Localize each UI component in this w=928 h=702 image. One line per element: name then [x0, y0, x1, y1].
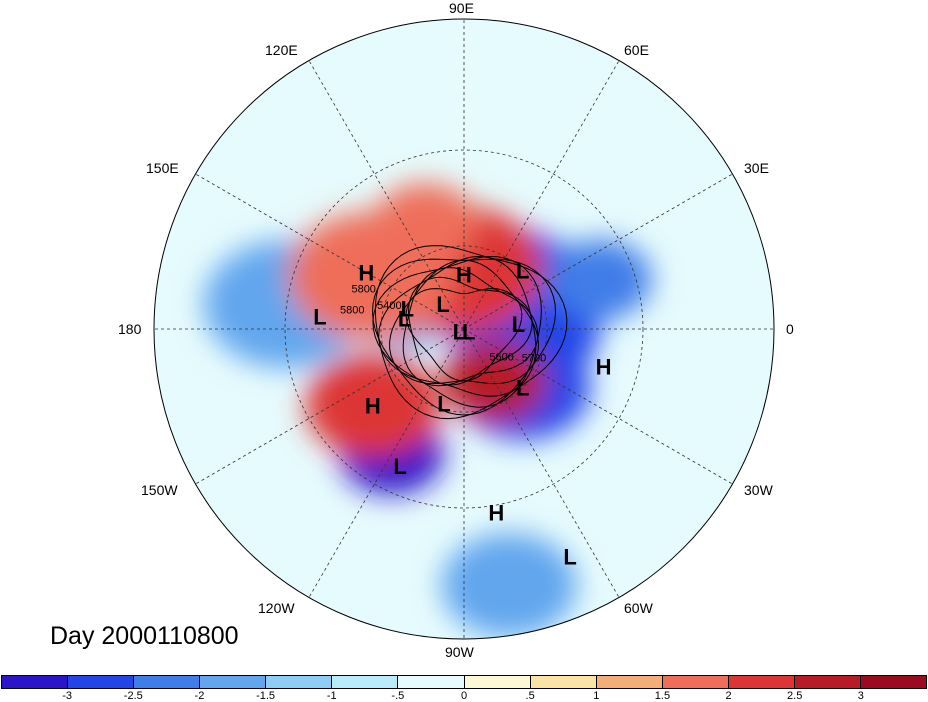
color-legend-tick-label: -1.5 [256, 690, 276, 702]
low-pressure-marker: L [437, 392, 450, 417]
lon-label-30w: 30W [744, 482, 773, 498]
lon-label-180: 180 [118, 321, 142, 337]
meridian-line [463, 328, 733, 485]
lon-label-90w: 90W [445, 644, 474, 660]
color-legend-swatch [861, 676, 927, 688]
color-legend-swatch [728, 676, 795, 688]
color-legend-swatch [596, 676, 663, 688]
map-title: Day 2000110800 [50, 622, 239, 650]
lon-label-60e: 60E [624, 42, 649, 58]
low-pressure-marker: L [516, 376, 529, 401]
high-pressure-marker: H [596, 354, 612, 379]
low-pressure-marker: L [436, 292, 449, 317]
color-legend-tick-label: -3 [62, 690, 73, 702]
lat-lon-grid [154, 19, 774, 639]
lon-label-150w: 150W [141, 482, 178, 498]
color-legend-swatch [794, 676, 862, 688]
color-legend-swatch [332, 676, 399, 688]
meridian-line [463, 60, 620, 330]
meridian-line [308, 60, 465, 330]
color-legend-tick-label: 0 [460, 690, 468, 702]
low-pressure-marker: L [401, 296, 414, 321]
low-pressure-marker: L [453, 320, 466, 345]
color-legend [1, 675, 927, 689]
low-pressure-marker: L [313, 304, 326, 329]
anomaly-blob [547, 239, 652, 320]
color-legend-tick-label: 1 [593, 690, 600, 702]
color-legend-swatch [134, 676, 201, 688]
contour-label: 5400 [377, 300, 401, 312]
lon-label-60w: 60W [624, 600, 653, 616]
high-pressure-marker: H [488, 500, 504, 525]
color-legend-tick-label: -1 [326, 690, 337, 702]
meridian-line [463, 328, 620, 598]
color-legend-tick-label: -2.5 [123, 690, 143, 702]
meridian-line [195, 173, 465, 330]
high-pressure-marker: H [365, 393, 381, 418]
color-legend-tick-label: 3 [857, 690, 864, 702]
color-legend-swatch [200, 676, 267, 688]
meridian-line [463, 173, 733, 330]
meridian-line [308, 328, 465, 598]
lon-label-90e: 90E [449, 0, 474, 16]
contour-label: 5700 [522, 353, 546, 365]
high-pressure-marker: H [358, 261, 374, 286]
anomaly-blob [441, 533, 577, 638]
contour-label: 5600 [489, 352, 513, 364]
contour-label: 5800 [340, 304, 364, 316]
lon-label-0: 0 [786, 321, 794, 337]
color-legend-swatch [266, 676, 333, 688]
lon-label-30e: 30E [744, 160, 769, 176]
low-pressure-marker: L [563, 545, 576, 570]
map-border [153, 18, 775, 640]
meridian-line [195, 328, 465, 485]
low-pressure-marker: L [398, 307, 411, 332]
color-legend-tick-label: 2.5 [787, 690, 803, 702]
lon-label-120e: 120E [265, 42, 298, 58]
height-contour-line [389, 259, 539, 385]
high-pressure-marker: H [456, 262, 472, 287]
lon-label-150e: 150E [146, 160, 179, 176]
color-legend-swatch [68, 676, 135, 688]
color-legend-swatch [530, 676, 597, 688]
lon-label-120w: 120W [258, 600, 295, 616]
color-legend-swatch [464, 676, 531, 688]
low-pressure-marker: L [516, 258, 529, 283]
color-legend-swatch [398, 676, 465, 688]
color-legend-tick-label: -.5 [391, 690, 405, 702]
low-pressure-marker: L [462, 320, 475, 345]
anomaly-blob [373, 182, 478, 263]
contour-label: 5800 [351, 283, 375, 295]
color-legend-swatch [2, 676, 69, 688]
color-legend-swatch [662, 676, 729, 688]
color-legend-tick-label: 2 [725, 690, 732, 702]
color-legend-tick-label: .5 [525, 690, 535, 702]
color-legend-tick-label: -2 [194, 690, 205, 702]
color-legend-tick-label: 1.5 [654, 690, 671, 702]
low-pressure-marker: L [512, 312, 525, 337]
latitude-circle-60 [380, 245, 548, 413]
latitude-circle-30 [284, 149, 644, 509]
low-pressure-marker: L [393, 454, 406, 479]
